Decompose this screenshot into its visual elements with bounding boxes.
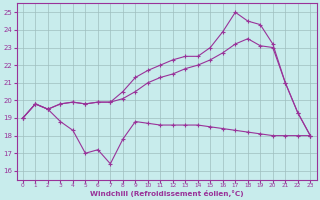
X-axis label: Windchill (Refroidissement éolien,°C): Windchill (Refroidissement éolien,°C) (90, 190, 244, 197)
